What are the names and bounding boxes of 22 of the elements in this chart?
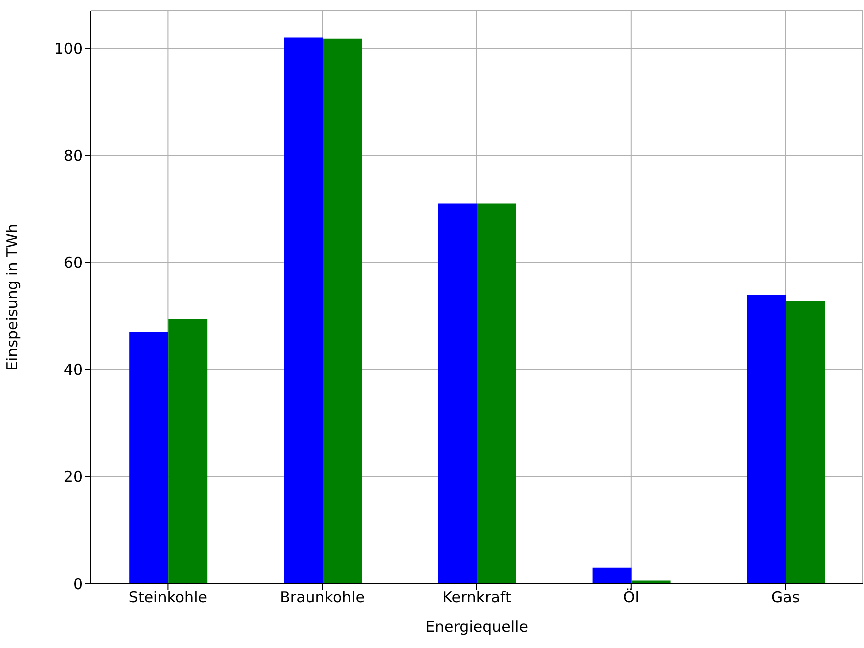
x-tick-label: Gas: [771, 588, 800, 607]
y-tick-label: 40: [64, 361, 83, 380]
bar: [130, 332, 169, 584]
x-tick-label: Öl: [623, 588, 640, 607]
bar: [592, 568, 632, 584]
x-axis-title: Energiequelle: [426, 618, 528, 636]
bar: [284, 38, 323, 584]
bar: [168, 319, 208, 584]
bar: [438, 204, 478, 584]
x-tick-label: Braunkohle: [280, 588, 366, 607]
x-tick-label: Kernkraft: [442, 588, 512, 607]
y-tick-label: 20: [64, 468, 83, 486]
y-tick-label: 60: [64, 254, 83, 272]
bar: [477, 204, 516, 584]
y-axis-title: Einspeisung in TWh: [3, 224, 22, 371]
bar: [747, 295, 786, 584]
y-tick-label: 80: [64, 146, 83, 165]
bar: [786, 301, 826, 584]
bar: [323, 38, 362, 584]
y-tick-label: 100: [54, 40, 83, 58]
y-tick-label: 0: [73, 575, 83, 594]
x-tick-label: Steinkohle: [128, 588, 208, 607]
